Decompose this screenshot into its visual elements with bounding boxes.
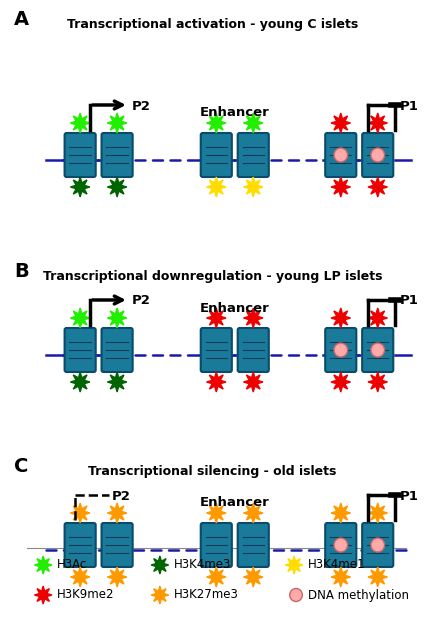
Text: B: B (14, 262, 29, 281)
Circle shape (334, 538, 348, 552)
Polygon shape (108, 308, 127, 328)
Circle shape (371, 148, 384, 162)
Polygon shape (206, 503, 226, 523)
Text: Transcriptional silencing - old islets: Transcriptional silencing - old islets (88, 465, 337, 478)
Polygon shape (331, 567, 350, 587)
Polygon shape (151, 556, 168, 574)
Polygon shape (108, 503, 127, 523)
Polygon shape (108, 177, 127, 197)
Polygon shape (331, 113, 350, 133)
Polygon shape (151, 586, 168, 604)
Text: H3K9me2: H3K9me2 (57, 589, 114, 601)
Text: Enhancer: Enhancer (200, 496, 270, 509)
FancyBboxPatch shape (238, 328, 269, 372)
Polygon shape (368, 308, 388, 328)
Polygon shape (244, 503, 263, 523)
Polygon shape (244, 372, 263, 392)
Text: Enhancer: Enhancer (200, 106, 270, 119)
FancyBboxPatch shape (102, 133, 133, 177)
Polygon shape (206, 372, 226, 392)
Text: H3Ac: H3Ac (57, 559, 87, 571)
Circle shape (371, 343, 384, 357)
Polygon shape (70, 503, 90, 523)
Polygon shape (70, 113, 90, 133)
Circle shape (334, 343, 348, 357)
Text: C: C (14, 457, 29, 476)
FancyBboxPatch shape (201, 523, 232, 567)
FancyBboxPatch shape (238, 133, 269, 177)
Polygon shape (244, 113, 263, 133)
Polygon shape (70, 372, 90, 392)
Polygon shape (331, 308, 350, 328)
FancyBboxPatch shape (238, 523, 269, 567)
FancyBboxPatch shape (325, 523, 356, 567)
Text: Enhancer: Enhancer (200, 301, 270, 314)
FancyBboxPatch shape (65, 523, 96, 567)
Text: H3K27me3: H3K27me3 (174, 589, 238, 601)
Text: P1: P1 (400, 489, 419, 502)
FancyBboxPatch shape (362, 328, 393, 372)
Polygon shape (108, 372, 127, 392)
Polygon shape (206, 177, 226, 197)
Polygon shape (244, 308, 263, 328)
Text: H3K4me3: H3K4me3 (174, 559, 231, 571)
Polygon shape (331, 372, 350, 392)
Polygon shape (35, 556, 52, 574)
Text: A: A (14, 10, 29, 29)
Polygon shape (244, 567, 263, 587)
Polygon shape (368, 113, 388, 133)
FancyBboxPatch shape (362, 523, 393, 567)
Polygon shape (35, 586, 52, 604)
Polygon shape (108, 113, 127, 133)
Circle shape (334, 148, 348, 162)
FancyBboxPatch shape (325, 328, 356, 372)
Text: P2: P2 (112, 489, 131, 502)
FancyBboxPatch shape (325, 133, 356, 177)
Polygon shape (244, 177, 263, 197)
Polygon shape (368, 567, 388, 587)
Text: P2: P2 (132, 294, 151, 308)
Polygon shape (206, 567, 226, 587)
FancyBboxPatch shape (201, 328, 232, 372)
Text: Transcriptional downregulation - young LP islets: Transcriptional downregulation - young L… (43, 270, 382, 283)
Circle shape (371, 538, 384, 552)
Polygon shape (206, 113, 226, 133)
Polygon shape (70, 308, 90, 328)
Text: P1: P1 (400, 99, 419, 112)
Text: DNA methylation: DNA methylation (308, 589, 409, 601)
Polygon shape (368, 503, 388, 523)
Text: P2: P2 (132, 99, 151, 112)
Polygon shape (70, 177, 90, 197)
FancyBboxPatch shape (102, 328, 133, 372)
FancyBboxPatch shape (201, 133, 232, 177)
Text: H3K4me1: H3K4me1 (308, 559, 365, 571)
Polygon shape (331, 503, 350, 523)
Polygon shape (285, 556, 303, 574)
Text: Transcriptional activation - young C islets: Transcriptional activation - young C isl… (67, 18, 358, 31)
Polygon shape (206, 308, 226, 328)
FancyBboxPatch shape (65, 328, 96, 372)
FancyBboxPatch shape (362, 133, 393, 177)
FancyBboxPatch shape (102, 523, 133, 567)
Polygon shape (331, 177, 350, 197)
FancyBboxPatch shape (65, 133, 96, 177)
Polygon shape (368, 177, 388, 197)
Text: P1: P1 (400, 294, 419, 308)
Polygon shape (108, 567, 127, 587)
Circle shape (290, 589, 302, 601)
Polygon shape (70, 567, 90, 587)
Polygon shape (368, 372, 388, 392)
